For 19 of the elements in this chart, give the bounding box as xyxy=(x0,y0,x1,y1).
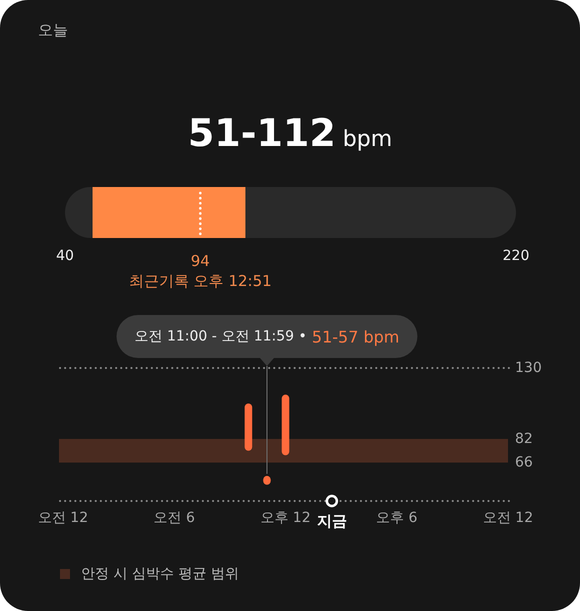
y-tick-label: 130 xyxy=(515,360,542,376)
ref-line-label: 94 xyxy=(190,252,210,270)
chart-subtitle: 51-112 bpm xyxy=(188,111,392,155)
x-tick-label: 지금 xyxy=(316,512,347,530)
x-tick-label: 오후 6 xyxy=(376,510,418,526)
text: 오전 11:00 - 오전 11:59 • 51-57 bpm xyxy=(134,327,400,346)
x-tick-label: 오후 12 xyxy=(260,510,311,526)
x-tick-label: 40 xyxy=(56,248,74,264)
x-tick-label: 220 xyxy=(502,248,530,264)
legend-label: 안정 시 심박수 평균 범위 xyxy=(81,566,239,582)
bar xyxy=(244,403,252,451)
x-tick-label: 오전 12 xyxy=(482,510,534,526)
chart-title: 오늘 xyxy=(38,21,68,39)
x-tick-label: 오전 12 xyxy=(38,510,88,526)
y-tick-label: 82 xyxy=(515,430,533,447)
y-tick-label: 66 xyxy=(515,454,533,471)
x-tick-label: 오전 6 xyxy=(154,510,196,526)
text: 최근기록 오후 12:51 xyxy=(128,272,272,290)
bar xyxy=(282,394,290,456)
